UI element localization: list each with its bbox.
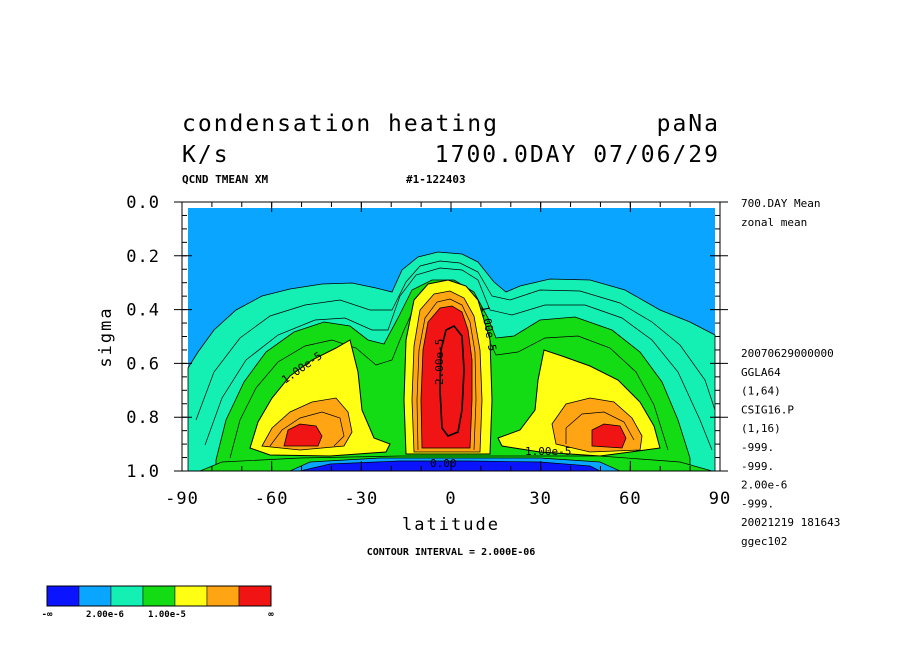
side-info-line: zonal mean	[741, 216, 807, 229]
chart-units: K/s	[182, 142, 230, 168]
side-info-line: -999.	[741, 460, 774, 473]
side-info-bottom: 20070629000000 GGLA64 (1,64) CSIG16.P (1,16)…	[741, 347, 840, 548]
y-tick-label: 0.6	[126, 354, 160, 374]
chart-run-id: #1-122403	[406, 173, 466, 186]
x-tick-label: 0	[445, 489, 456, 509]
colorbar-swatch	[110, 585, 144, 607]
y-tick-label: 0.0	[126, 193, 160, 213]
contour-interval: CONTOUR INTERVAL = 2.000E-06	[367, 547, 536, 558]
y-axis-label: sigma	[96, 306, 116, 367]
side-info-line: 20070629000000	[741, 347, 834, 360]
colorbar-swatch	[46, 585, 80, 607]
x-tick-label: -90	[165, 489, 199, 509]
chart-title-right: paNa	[657, 111, 720, 137]
x-tick-label: 30	[529, 489, 551, 509]
contour-label: 2.00e-5	[433, 339, 446, 385]
side-info-line: -999.	[741, 497, 774, 510]
contour-plot: 1.00e-5 2.00e-51.00e-51.00e-50.00 -90 -60-…	[126, 193, 731, 509]
chart-time: 1700.0DAY 07/06/29	[435, 142, 720, 168]
side-info-line: 2.00e-6	[741, 479, 787, 492]
colorbar-frame	[46, 585, 272, 607]
chart-title: condensation heating	[182, 111, 499, 137]
colorbar-label: -∞	[42, 610, 53, 620]
x-tick-label: -60	[255, 489, 289, 509]
colorbar-swatch	[78, 585, 112, 607]
colorbar-swatch	[142, 585, 176, 607]
side-info-line: (1,16)	[741, 422, 781, 435]
side-info-line: -999.	[741, 441, 774, 454]
contour-label: 0.00	[430, 457, 457, 470]
side-info-line: (1,64)	[741, 385, 781, 398]
y-tick-label: 0.4	[126, 301, 160, 321]
y-tick-label: 1.0	[126, 462, 160, 482]
fill-level-red-center	[420, 305, 473, 449]
colorbar-swatch	[238, 585, 272, 607]
side-info-line: 20021219 181643	[741, 516, 840, 529]
fill-level-orange-left	[261, 397, 353, 451]
colorbar-label: 2.00e-6	[86, 610, 124, 620]
fill-level-surface-darkblue	[299, 460, 601, 471]
side-info-line: ggec102	[741, 535, 787, 548]
side-info-top: 700.DAY Mean zonal mean	[741, 197, 820, 229]
colorbar-swatch	[174, 585, 208, 607]
colorbar-swatch	[206, 585, 240, 607]
fill-level-red-left	[283, 423, 323, 447]
colorbar: -∞ 2.00e-6 1.00e-5 ∞	[42, 585, 274, 620]
y-tick-label: 0.2	[126, 247, 160, 267]
side-info-line: 700.DAY Mean	[741, 197, 820, 210]
colorbar-label: 1.00e-5	[148, 610, 186, 620]
x-axis-label: latitude	[402, 515, 500, 535]
y-tick-label: 0.8	[126, 408, 160, 428]
side-info-line: CSIG16.P	[741, 403, 794, 416]
x-tick-label: 60	[619, 489, 641, 509]
chart-variable: QCND TMEAN XM	[182, 173, 268, 186]
x-tick-label: 90	[709, 489, 731, 509]
contour-label: 1.00e-5	[525, 445, 571, 458]
fill-level-red-right	[591, 423, 627, 449]
x-tick-label: -30	[344, 489, 378, 509]
colorbar-label: ∞	[268, 610, 274, 620]
side-info-line: GGLA64	[741, 366, 781, 379]
